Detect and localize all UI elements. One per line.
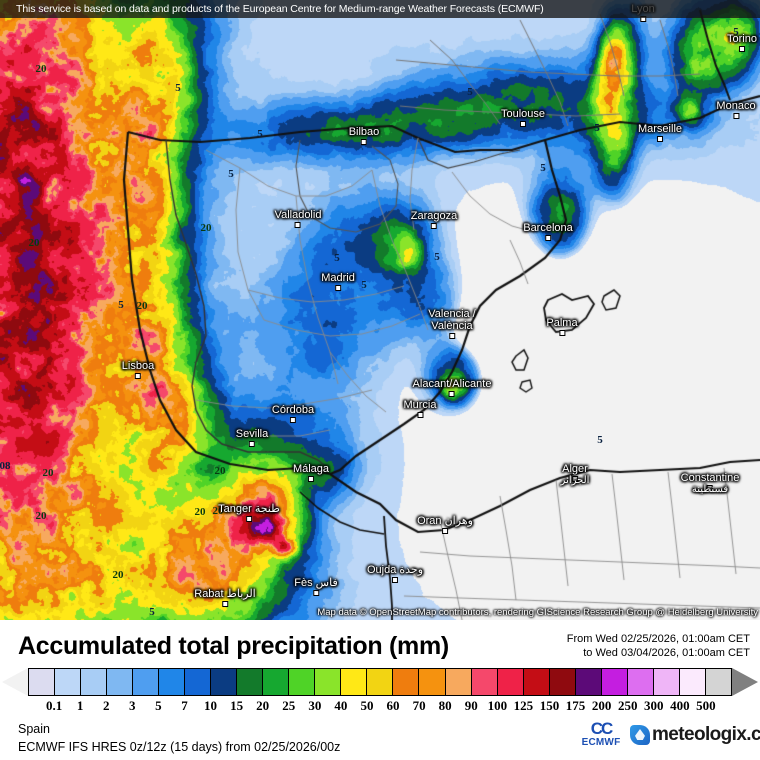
color-swatch xyxy=(679,669,706,695)
precipitation-map[interactable]: This service is based on data and produc… xyxy=(0,0,760,620)
color-swatch xyxy=(367,669,394,695)
color-swatch xyxy=(133,669,160,695)
scale-tick: 3 xyxy=(129,698,136,713)
scale-tick: 10 xyxy=(204,698,218,713)
color-swatch xyxy=(497,669,524,695)
legend-footer: Accumulated total precipitation (mm) Fro… xyxy=(0,620,760,760)
scale-underflow-arrow xyxy=(2,668,28,696)
color-swatch xyxy=(211,669,238,695)
color-swatch xyxy=(523,669,550,695)
scale-tick: 60 xyxy=(386,698,400,713)
color-swatch xyxy=(445,669,472,695)
color-swatch xyxy=(705,669,731,695)
legend-title: Accumulated total precipitation (mm) xyxy=(18,632,449,660)
model-run-label: ECMWF IFS HRES 0z/12z (15 days) from 02/… xyxy=(18,740,341,754)
color-swatch xyxy=(393,669,420,695)
color-scale-swatches xyxy=(28,668,732,696)
color-swatch xyxy=(107,669,134,695)
valid-to: to Wed 03/04/2026, 01:00am CET xyxy=(583,647,750,659)
meteologix-logo[interactable]: meteologix.com xyxy=(630,724,760,746)
scale-tick: 150 xyxy=(539,698,560,713)
color-swatch xyxy=(237,669,264,695)
scale-tick: 50 xyxy=(360,698,374,713)
scale-tick: 70 xyxy=(412,698,426,713)
scale-tick: 100 xyxy=(487,698,508,713)
ecmwf-disclaimer-banner: This service is based on data and produc… xyxy=(0,0,760,18)
color-swatch xyxy=(159,669,186,695)
color-scale xyxy=(0,668,760,696)
scale-tick: 7 xyxy=(181,698,188,713)
color-swatch xyxy=(419,669,446,695)
color-swatch xyxy=(575,669,602,695)
precipitation-raster xyxy=(0,0,760,620)
color-swatch xyxy=(315,669,342,695)
scale-tick: 175 xyxy=(565,698,586,713)
scale-tick: 400 xyxy=(670,698,690,713)
meteologix-wordmark: meteologix.com xyxy=(652,724,760,745)
color-swatch xyxy=(341,669,368,695)
scale-tick: 20 xyxy=(256,698,270,713)
scale-tick: 15 xyxy=(230,698,244,713)
scale-tick: 2 xyxy=(102,698,110,713)
color-swatch xyxy=(81,669,108,695)
color-swatch xyxy=(653,669,680,695)
color-swatch xyxy=(549,669,576,695)
scale-tick: 25 xyxy=(282,698,296,713)
scale-tick: 80 xyxy=(438,698,452,713)
scale-tick: 30 xyxy=(308,698,322,713)
scale-tick: 250 xyxy=(617,698,638,713)
scale-tick: 1 xyxy=(76,698,84,713)
color-swatch xyxy=(263,669,290,695)
color-scale-ticks: 0.1 1 2 3 5 7 10 15 20 25 30 40 50 60 70 80 90 100 125 150 1… xyxy=(0,698,760,718)
valid-time-range: From Wed 02/25/2026, 01:00am CET to Wed … xyxy=(567,632,750,660)
valid-from: From Wed 02/25/2026, 01:00am CET xyxy=(566,633,750,645)
scale-tick: 40 xyxy=(334,698,348,713)
color-swatch xyxy=(601,669,628,695)
scale-tick: 5 xyxy=(155,698,162,713)
color-swatch xyxy=(627,669,654,695)
scale-tick: 500 xyxy=(696,698,716,713)
ecmwf-wordmark: ECMWF xyxy=(581,737,621,748)
color-swatch xyxy=(289,669,316,695)
scale-tick: 0.1 xyxy=(45,698,63,713)
color-swatch xyxy=(185,669,212,695)
scale-overflow-arrow xyxy=(732,668,758,696)
color-swatch xyxy=(471,669,498,695)
scale-tick: 125 xyxy=(513,698,534,713)
ecmwf-logo[interactable]: CC ECMWF xyxy=(578,720,624,749)
water-drop-icon xyxy=(630,725,650,745)
region-label: Spain xyxy=(18,722,50,736)
color-swatch xyxy=(55,669,82,695)
scale-tick: 300 xyxy=(644,698,664,713)
osm-attribution: Map data © OpenStreetMap contributors, r… xyxy=(317,607,758,618)
color-swatch xyxy=(29,669,56,695)
ecmwf-mark: CC xyxy=(590,719,614,738)
scale-tick: 200 xyxy=(591,698,612,713)
scale-tick: 90 xyxy=(464,698,478,713)
